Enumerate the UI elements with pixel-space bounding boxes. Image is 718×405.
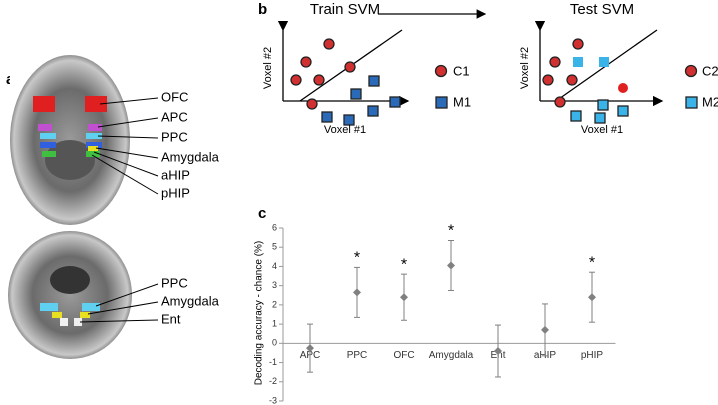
x-axis-label: Voxel #1 [581, 124, 623, 136]
x-tick-label: Amygdala [429, 350, 474, 361]
region-label: Ent [161, 311, 181, 326]
region-label: PPC [161, 129, 188, 144]
region-label: pHIP [161, 185, 190, 200]
legend-label: M2 [702, 94, 718, 109]
y-axis-label: Voxel #2 [262, 47, 274, 89]
significance-marker: * [589, 254, 595, 271]
y-tick-label: 3 [272, 280, 277, 290]
significance-marker: * [401, 256, 407, 273]
region-label: Amygdala [161, 149, 220, 164]
y-tick-label: -2 [269, 376, 277, 386]
point [306, 344, 314, 353]
test-legend [684, 64, 698, 109]
y-tick-label: 4 [272, 261, 277, 271]
point [400, 293, 408, 302]
x-axis-label: Voxel #1 [324, 124, 366, 136]
coronal-leaders [79, 283, 159, 323]
test-title: Test SVM [570, 1, 634, 18]
y-axis-label: Voxel #2 [519, 47, 531, 89]
region-label: APC [161, 109, 188, 124]
legend-label: C2 [702, 63, 718, 78]
point [588, 293, 596, 302]
x-tick-label: PPC [347, 350, 368, 361]
legend-label: M1 [453, 94, 471, 109]
train-plot [277, 20, 410, 126]
x-tick-label: pHIP [581, 350, 604, 361]
x-tick-label: OFC [393, 350, 414, 361]
y-tick-label: 5 [272, 242, 277, 252]
y-tick-label: 2 [272, 299, 277, 309]
point [494, 347, 502, 356]
y-tick-label: 1 [272, 318, 277, 328]
point [447, 261, 455, 270]
significance-marker: * [354, 250, 360, 267]
panel-label: b [258, 1, 267, 18]
region-label: Amygdala [161, 293, 220, 308]
train-title: Train SVM [310, 1, 380, 18]
y-tick-label: 6 [272, 222, 277, 232]
region-label: PPC [161, 275, 188, 290]
y-axis-label: Decoding accuracy - chance (%) [254, 241, 265, 386]
y-tick-label: 0 [272, 338, 277, 348]
y-tick-label: -1 [269, 357, 277, 367]
point [353, 288, 361, 297]
significance-marker: * [448, 223, 454, 240]
panel-label: c [258, 205, 266, 222]
train-legend [434, 64, 448, 109]
coronal-brain [8, 231, 132, 359]
point [541, 325, 549, 334]
legend-label: C1 [453, 63, 470, 78]
chart: -3-2-10123456APCPPC*OFC*Amygdala*EntaHIP… [269, 222, 616, 405]
y-tick-label: -3 [269, 395, 277, 405]
test-plot [534, 20, 664, 124]
axial-leaders [91, 97, 159, 195]
region-label: aHIP [161, 167, 190, 182]
region-label: OFC [161, 89, 188, 104]
axial-brain [10, 53, 132, 228]
